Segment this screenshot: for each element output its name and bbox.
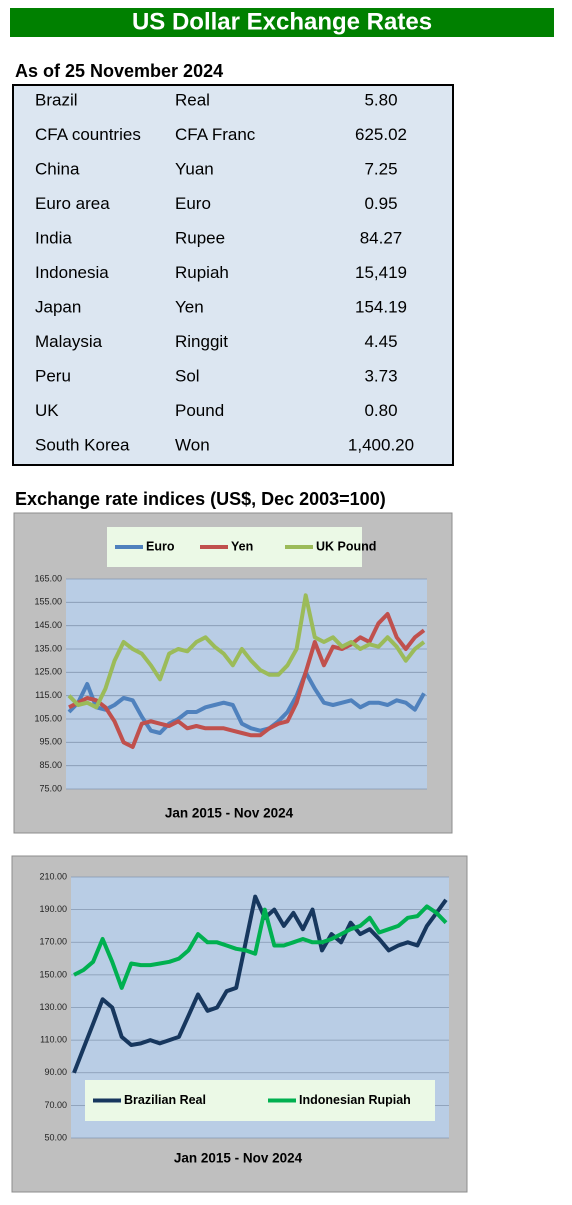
table-cell: Yen [175,297,204,316]
table-cell: India [35,228,72,247]
y-tick-label: 165.00 [34,573,62,583]
table-cell: 84.27 [360,228,403,247]
table-cell: 4.45 [364,332,397,351]
chart-title: Exchange rate indices (US$, Dec 2003=100… [15,489,386,509]
series-line [68,612,426,749]
series-line [72,894,448,1074]
legend-label: Euro [146,539,175,553]
y-tick-label: 130.00 [39,1002,67,1012]
table-title: As of 25 November 2024 [15,61,223,81]
x-axis-label: Jan 2015 - Nov 2024 [165,806,294,821]
y-tick-label: 150.00 [39,969,67,979]
table-cell: South Korea [35,435,130,454]
legend-box [107,527,362,567]
legend-label: Yen [231,539,253,553]
table-cell: Won [175,435,210,454]
table-cell: Euro area [35,194,110,213]
x-axis-label: Jan 2015 - Nov 2024 [174,1151,303,1166]
y-tick-label: 50.00 [44,1132,67,1142]
table-cell: Pound [175,401,224,420]
table-cell: Rupee [175,228,225,247]
y-tick-label: 210.00 [39,871,67,881]
legend-label: Indonesian Rupiah [299,1093,411,1107]
y-tick-label: 90.00 [44,1067,67,1077]
table-cell: 625.02 [355,125,407,144]
table-cell: Peru [35,366,71,385]
y-tick-label: 115.00 [35,690,62,700]
table-cell: 0.80 [364,401,397,420]
series-line [73,904,448,990]
y-tick-label: 75.00 [39,783,62,793]
legend-box [85,1080,435,1121]
y-tick-label: 125.00 [34,667,62,677]
legend-label: Brazilian Real [124,1093,206,1107]
title-bar [10,8,554,37]
table-cell: 7.25 [364,159,397,178]
table-cell: CFA countries [35,125,141,144]
table-cell: Euro [175,194,211,213]
table-cell: Yuan [175,159,214,178]
y-tick-label: 190.00 [39,904,67,914]
table-cell: 3.73 [364,366,397,385]
y-tick-label: 135.00 [34,643,62,653]
table-cell: 154.19 [355,297,407,316]
table-cell: Real [175,90,210,109]
y-tick-label: 85.00 [39,760,62,770]
table-cell: China [35,159,80,178]
table-cell: Sol [175,366,200,385]
table-cell: 5.80 [364,90,397,109]
table-cell: Japan [35,297,81,316]
page-title: US Dollar Exchange Rates [132,8,432,35]
y-tick-label: 95.00 [39,737,62,747]
table-cell: UK [35,401,59,420]
table-box [12,84,454,466]
table-cell: Malaysia [35,332,103,351]
table-cell: Indonesia [35,263,109,282]
y-tick-label: 155.00 [34,597,62,607]
table-cell: 15,419 [355,263,407,282]
y-tick-label: 105.00 [34,713,62,723]
table-cell: CFA Franc [175,125,256,144]
table-cell: 0.95 [364,194,397,213]
legend-label: UK Pound [316,539,376,553]
series-line [67,670,426,735]
table-cell: Rupiah [175,263,229,282]
plot-area [66,579,427,789]
series-line [67,593,426,710]
y-tick-label: 145.00 [34,620,62,630]
table-cell: 1,400.20 [348,435,414,454]
table-cell: Ringgit [175,332,228,351]
y-tick-label: 110.00 [40,1035,67,1045]
y-tick-label: 170.00 [39,937,67,947]
table-cell: Brazil [35,90,78,109]
y-tick-label: 70.00 [44,1100,67,1110]
